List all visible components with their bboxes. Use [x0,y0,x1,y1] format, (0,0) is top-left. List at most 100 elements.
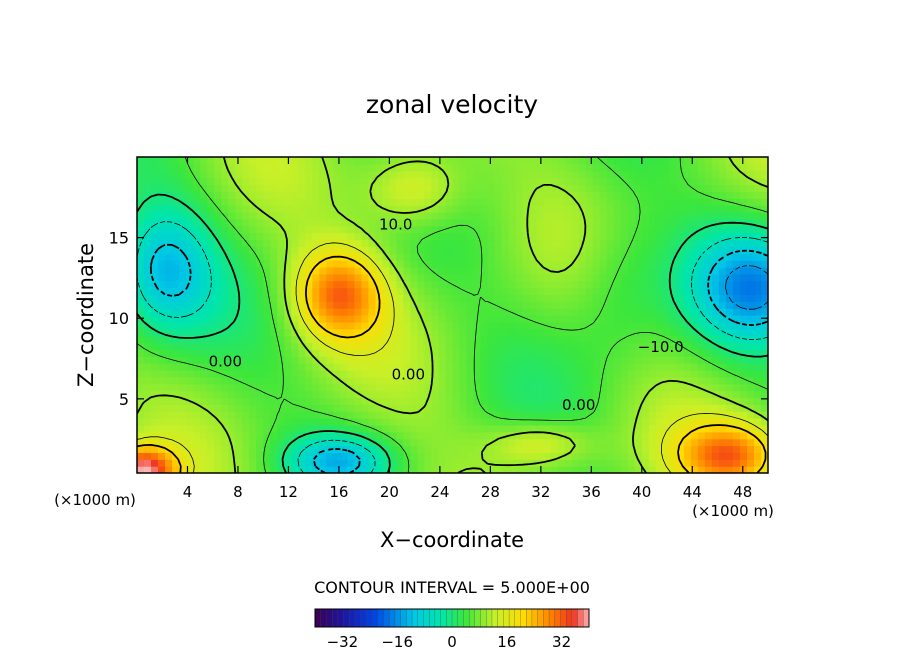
field-cell [158,466,166,473]
field-cell [403,445,412,453]
field-cell [221,308,229,316]
field-cell [200,301,208,309]
field-cell [445,253,454,261]
field-cell [214,438,222,447]
field-cell [340,198,348,206]
field-cell [291,335,299,344]
field-cell [606,397,615,405]
field-cell [676,335,685,344]
field-cell [711,225,720,234]
field-cell [319,198,327,206]
field-cell [690,170,699,179]
field-cell [291,431,299,440]
field-cell [172,239,180,247]
field-cell [340,459,348,467]
field-cell [550,205,559,213]
field-cell [515,205,524,213]
field-cell [711,431,720,440]
field-cell [263,418,271,426]
field-cell [403,431,412,440]
field-cell [543,280,552,289]
field-cell [221,211,229,220]
field-cell [361,321,369,330]
field-cell [277,170,285,179]
field-cell [319,260,327,268]
field-cell [319,218,327,227]
field-cell [641,170,650,179]
field-cell [557,280,566,289]
field-cell [291,211,299,220]
field-cell [256,459,264,467]
field-cell [438,301,447,309]
field-cell [704,404,713,412]
field-cell [739,459,748,467]
field-cell [403,411,412,419]
field-cell [389,170,398,179]
field-cell [186,301,194,309]
field-cell [403,157,412,165]
field-cell [599,232,608,241]
field-cell [578,301,587,309]
field-cell [515,246,524,254]
field-cell [739,294,748,302]
field-cell [662,163,671,172]
field-cell [620,266,629,275]
field-cell [669,363,678,371]
field-cell [494,225,503,234]
field-cell [298,349,306,357]
field-cell [746,308,755,316]
field-cell [746,369,755,378]
field-cell [151,390,159,399]
field-cell [375,163,383,172]
field-cell [571,225,580,234]
field-cell [396,157,405,165]
field-cell [137,218,145,227]
field-cell [410,287,419,295]
field-cell [214,315,222,323]
field-cell [613,266,622,275]
field-cell [403,266,412,275]
field-cell [417,163,426,172]
field-cell [697,308,706,316]
field-cell [172,280,180,289]
colorbar [314,608,590,628]
field-cell [242,321,250,330]
field-cell [753,424,762,433]
field-cell [396,321,405,330]
field-cell [662,287,671,295]
field-cell [564,157,573,165]
field-cell [739,253,748,261]
field-cell [396,466,405,473]
field-cell [277,301,285,309]
field-cell [431,205,440,213]
field-cell [641,157,650,165]
field-cell [753,232,762,241]
field-cell [221,301,229,309]
field-cell [690,280,699,289]
field-cell [389,342,398,350]
field-cell [739,260,748,268]
field-cell [291,218,299,227]
field-cell [277,205,285,213]
field-cell [249,301,257,309]
field-cell [368,287,376,295]
field-cell [613,170,622,179]
field-cell [690,397,699,405]
colorbar-swatch [371,608,379,628]
field-cell [480,335,489,344]
field-cell [438,397,447,405]
field-cell [256,184,264,192]
field-cell [375,273,383,282]
field-cell [662,246,671,254]
field-cell [417,239,426,247]
field-cell [508,342,517,350]
field-cell [690,383,699,392]
field-cell [270,356,278,364]
field-cell [620,335,629,344]
field-cell [193,404,201,412]
field-cell [263,253,271,261]
field-cell [487,191,496,199]
field-cell [543,163,552,172]
field-cell [732,424,741,433]
field-cell [424,211,433,220]
